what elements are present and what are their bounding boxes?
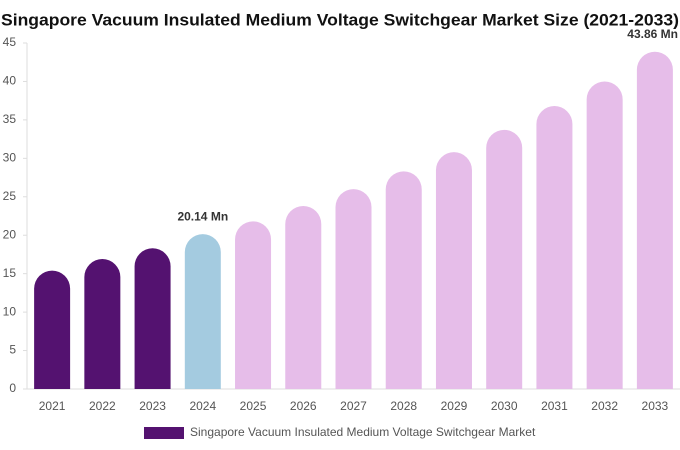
x-tick-label: 2024 bbox=[189, 399, 216, 413]
y-tick-label: 0 bbox=[9, 381, 16, 395]
legend-label: Singapore Vacuum Insulated Medium Voltag… bbox=[190, 425, 536, 439]
y-tick-label: 25 bbox=[3, 189, 17, 203]
chart-title: Singapore Vacuum Insulated Medium Voltag… bbox=[1, 10, 679, 29]
x-tick-label: 2025 bbox=[240, 399, 267, 413]
bar bbox=[235, 221, 272, 389]
x-tick-label: 2023 bbox=[139, 399, 166, 413]
x-tick-label: 2032 bbox=[591, 399, 618, 413]
y-tick-label: 30 bbox=[3, 151, 17, 165]
y-tick-label: 35 bbox=[3, 112, 17, 126]
x-tick-label: 2022 bbox=[89, 399, 116, 413]
y-tick-label: 5 bbox=[9, 343, 16, 357]
x-tick-label: 2028 bbox=[390, 399, 417, 413]
x-tick-label: 2033 bbox=[642, 399, 669, 413]
x-tick-label: 2030 bbox=[491, 399, 518, 413]
x-tick-label: 2027 bbox=[340, 399, 367, 413]
bar bbox=[385, 171, 422, 389]
bar bbox=[34, 270, 71, 389]
value-label: 43.86 Mn bbox=[627, 27, 678, 41]
bar bbox=[435, 152, 472, 389]
bar bbox=[134, 248, 171, 389]
value-label: 20.14 Mn bbox=[177, 209, 228, 223]
legend-swatch bbox=[144, 427, 184, 439]
x-tick-label: 2026 bbox=[290, 399, 317, 413]
y-tick-label: 40 bbox=[3, 74, 17, 88]
x-tick-label: 2029 bbox=[441, 399, 468, 413]
bar bbox=[184, 234, 221, 389]
bar bbox=[586, 81, 623, 389]
y-tick-label: 15 bbox=[3, 266, 17, 280]
bar bbox=[285, 206, 322, 389]
y-tick-label: 10 bbox=[3, 304, 17, 318]
y-tick-label: 20 bbox=[3, 227, 17, 241]
x-tick-label: 2031 bbox=[541, 399, 568, 413]
bar bbox=[486, 129, 523, 389]
bar bbox=[536, 106, 573, 389]
y-tick-label: 45 bbox=[3, 35, 17, 49]
bar bbox=[84, 259, 121, 389]
x-tick-label: 2021 bbox=[39, 399, 66, 413]
bar bbox=[335, 189, 372, 389]
bar bbox=[636, 51, 673, 390]
